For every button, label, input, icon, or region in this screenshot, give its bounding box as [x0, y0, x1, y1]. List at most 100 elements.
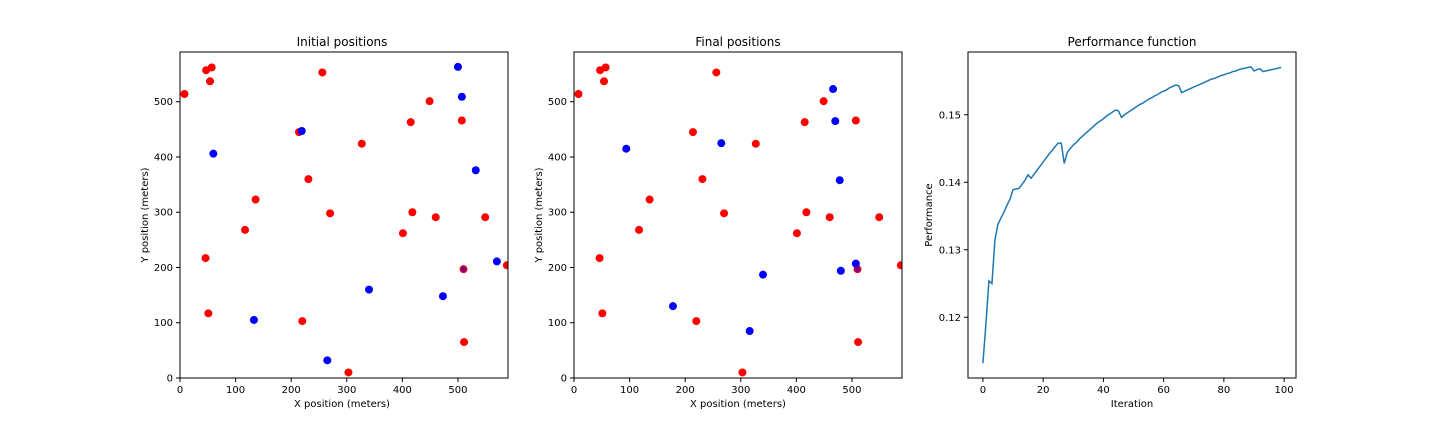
- data-point: [829, 85, 838, 94]
- data-point: [502, 261, 508, 270]
- data-point: [209, 149, 218, 158]
- data-point: [251, 195, 260, 204]
- data-point: [598, 309, 607, 318]
- data-point: [471, 166, 480, 175]
- data-point: [751, 139, 760, 148]
- data-point: [481, 213, 490, 222]
- data-point: [204, 309, 213, 318]
- data-point: [201, 254, 210, 263]
- y-tick-label: 400: [154, 152, 173, 163]
- data-point: [825, 213, 834, 222]
- data-point: [457, 116, 466, 125]
- data-point: [398, 229, 407, 238]
- chart-title: Final positions: [695, 35, 780, 49]
- data-layer: [180, 62, 508, 377]
- overlap-point: [460, 266, 467, 273]
- data-point: [492, 257, 501, 266]
- y-axis-label: Y position (meters): [140, 167, 151, 263]
- y-tick-label: 300: [154, 208, 173, 219]
- data-point: [698, 175, 707, 184]
- data-point: [297, 127, 306, 136]
- x-tick-label: 100: [1275, 385, 1294, 396]
- data-point: [304, 175, 313, 184]
- x-tick-label: 0: [571, 385, 577, 396]
- data-point: [800, 118, 809, 127]
- data-point: [453, 62, 462, 71]
- data-point: [406, 118, 415, 127]
- y-tick-label: 300: [548, 208, 567, 219]
- data-point: [206, 77, 215, 86]
- y-tick-label: 200: [548, 263, 567, 274]
- plot-area: 0 100 200 300 400 500 0 100 200 300 400 500: [548, 51, 903, 396]
- plot-frame: [179, 51, 509, 379]
- data-point: [323, 356, 332, 365]
- x-tick-label: 400: [393, 385, 412, 396]
- data-point: [819, 97, 828, 106]
- y-tick-label: 500: [154, 97, 173, 108]
- data-point: [207, 63, 216, 72]
- data-point: [457, 92, 466, 101]
- panel-final-positions: Final positions 0 100 200 300 400 500 0 100 200 3…: [534, 35, 903, 410]
- plot-frame: [967, 51, 1297, 379]
- data-point: [645, 195, 654, 204]
- y-tick-label: 0.14: [939, 178, 961, 189]
- data-point: [574, 89, 583, 98]
- x-axis-label: X position (meters): [294, 399, 390, 410]
- data-point: [601, 63, 610, 72]
- x-tick-label: 400: [787, 385, 806, 396]
- x-tick-label: 200: [676, 385, 695, 396]
- x-tick-label: 100: [620, 385, 639, 396]
- y-tick-label: 0.12: [939, 313, 961, 324]
- data-point: [622, 144, 631, 153]
- data-layer: [574, 63, 902, 377]
- x-axis-label: X position (meters): [690, 399, 786, 410]
- data-point: [875, 213, 884, 222]
- data-point: [431, 213, 440, 222]
- y-tick-label: 500: [548, 97, 567, 108]
- y-tick-label: 0.13: [939, 245, 961, 256]
- overlap-point: [854, 266, 861, 273]
- data-point: [720, 209, 729, 218]
- y-tick-label: 200: [154, 263, 173, 274]
- plot-area: 0 20 40 60 80 100 0.12 0.13 0.14 0.15: [939, 51, 1297, 396]
- x-tick-label: 200: [282, 385, 301, 396]
- data-point: [759, 270, 768, 279]
- x-tick-label: 80: [1217, 385, 1230, 396]
- data-point: [831, 117, 840, 126]
- x-axis-label: Iteration: [1111, 399, 1153, 410]
- data-point: [836, 266, 845, 275]
- data-point: [851, 116, 860, 125]
- y-tick-label: 100: [154, 318, 173, 329]
- plot-frame: [573, 51, 903, 379]
- x-tick-label: 20: [1037, 385, 1050, 396]
- chart-title: Performance function: [1068, 35, 1197, 49]
- data-point: [425, 97, 434, 106]
- data-point: [692, 317, 701, 326]
- x-tick-label: 500: [448, 385, 467, 396]
- data-point: [738, 368, 747, 377]
- data-point: [326, 209, 335, 218]
- x-tick-label: 500: [842, 385, 861, 396]
- chart-title: Initial positions: [297, 35, 388, 49]
- data-point: [241, 225, 250, 234]
- data-point: [668, 302, 677, 311]
- series-line: [982, 66, 1282, 364]
- data-point: [802, 208, 811, 217]
- data-point: [745, 327, 754, 336]
- panel-initial-positions: Initial positions 0 100 200 300 400 500 0 100 20…: [140, 35, 509, 410]
- panel-performance-function: Performance function 0 20 40 60 80 100 0.12 0.1…: [924, 35, 1297, 410]
- x-tick-label: 300: [731, 385, 750, 396]
- x-tick-label: 40: [1097, 385, 1110, 396]
- data-point: [600, 77, 609, 86]
- data-point: [712, 68, 721, 77]
- x-tick-label: 0: [980, 385, 986, 396]
- data-point: [792, 229, 801, 238]
- y-axis-label: Y position (meters): [534, 167, 545, 263]
- data-point: [180, 89, 189, 98]
- data-point: [717, 139, 726, 148]
- data-point: [365, 285, 374, 294]
- y-tick-label: 0: [561, 374, 567, 385]
- data-point: [835, 176, 844, 185]
